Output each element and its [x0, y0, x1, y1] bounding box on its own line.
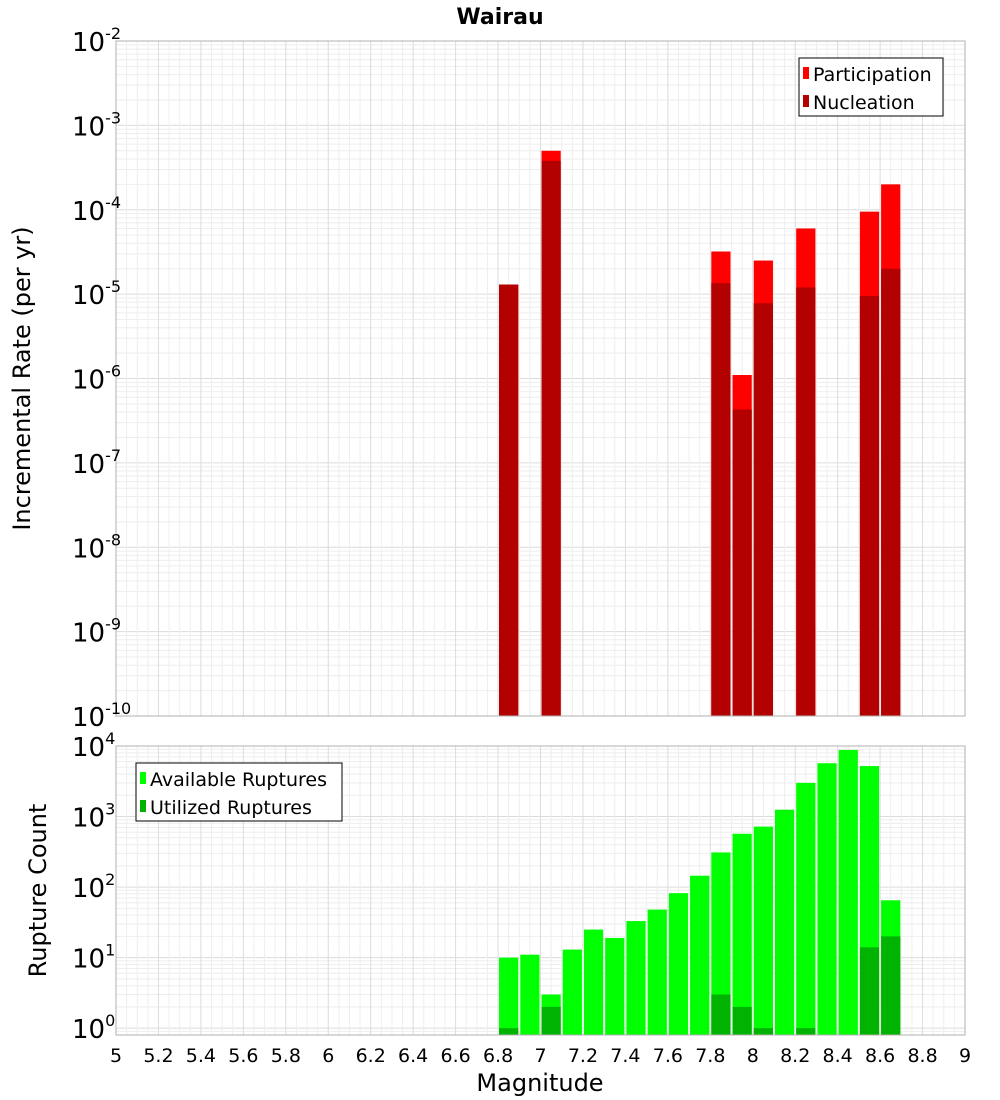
- x-tick-label: 6.6: [440, 1045, 470, 1067]
- x-tick-label: 6.8: [483, 1045, 513, 1067]
- x-tick-label: 7.6: [653, 1045, 683, 1067]
- bar-available-ruptures: [626, 921, 646, 1035]
- bar-available-ruptures: [668, 893, 689, 1035]
- y-tick-label: 10-7: [72, 446, 121, 480]
- bar-available-ruptures: [520, 954, 540, 1035]
- bar-utilized-ruptures: [541, 1006, 561, 1035]
- bar-nucleation: [541, 160, 561, 717]
- bar-available-ruptures: [562, 949, 582, 1035]
- legend-entry: Utilized Ruptures: [150, 797, 312, 819]
- bar-available-ruptures: [838, 749, 858, 1035]
- bar-available-ruptures: [499, 957, 519, 1035]
- bar-utilized-ruptures: [859, 947, 880, 1035]
- y-tick-label: 10-2: [72, 24, 121, 58]
- legend-swatch: [803, 95, 809, 107]
- rate-plot-frame: [115, 40, 966, 717]
- y-tick-label: 10-3: [72, 108, 121, 142]
- x-tick-label: 8: [747, 1045, 759, 1067]
- bar-utilized-ruptures: [499, 1028, 519, 1035]
- legend-swatch: [140, 772, 146, 784]
- bar-available-ruptures: [583, 929, 604, 1035]
- x-tick-label: 7.2: [568, 1045, 598, 1067]
- y-tick-label: 10-8: [72, 530, 121, 564]
- legend-swatch: [140, 800, 146, 812]
- bar-available-ruptures: [711, 852, 731, 1035]
- count-y-ticks: 100 101 102 103 104: [72, 729, 115, 1045]
- x-tick-label: 5.2: [143, 1045, 173, 1067]
- y-tick-label: 10-9: [72, 615, 121, 649]
- count-bars: [499, 749, 901, 1035]
- bar-nucleation: [753, 303, 773, 716]
- x-tick-label: 8.6: [865, 1045, 895, 1067]
- bar-available-ruptures: [774, 809, 795, 1035]
- y-tick-label: 10-6: [72, 362, 121, 396]
- count-y-axis-label: Rupture Count: [24, 804, 52, 978]
- x-tick-label: 5.6: [228, 1045, 258, 1067]
- y-tick-label: 102: [72, 870, 115, 904]
- x-axis-label: Magnitude: [476, 1069, 603, 1097]
- y-tick-label: 10-5: [72, 277, 121, 311]
- legend-swatch: [803, 67, 809, 79]
- rate-y-ticks: 10-10 10-9 10-8 10-7 10-6 10-5 10-4 10-3 10-2: [72, 24, 131, 733]
- x-tick-label: 8.4: [823, 1045, 853, 1067]
- count-panel: 100 101 102 103 104 Rupture Count Available …: [24, 729, 966, 1045]
- bar-available-ruptures: [732, 833, 752, 1035]
- chart-title: Wairau: [456, 5, 543, 30]
- x-tick-label: 6: [322, 1045, 334, 1067]
- count-legend: Available Ruptures Utilized Ruptures: [135, 762, 343, 822]
- bar-nucleation: [859, 296, 880, 716]
- bar-utilized-ruptures: [711, 994, 731, 1035]
- y-tick-label: 10-10: [72, 699, 131, 733]
- legend-box: [798, 57, 944, 117]
- y-tick-label: 104: [72, 729, 115, 763]
- y-tick-label: 103: [72, 800, 115, 834]
- x-tick-label: 6.4: [398, 1045, 428, 1067]
- rate-grid: [115, 40, 966, 717]
- legend-entry: Nucleation: [813, 92, 915, 114]
- bar-nucleation: [732, 409, 752, 716]
- y-tick-label: 101: [72, 941, 115, 975]
- rate-bars: [499, 150, 901, 717]
- x-tick-label: 9: [959, 1045, 971, 1067]
- x-tick-label: 8.2: [780, 1045, 810, 1067]
- legend-entry: Participation: [813, 64, 932, 86]
- rate-panel: 10-10 10-9 10-8 10-7 10-6 10-5 10-4 10-3 10-2 In…: [8, 24, 966, 733]
- bar-available-ruptures: [647, 909, 667, 1035]
- x-tick-label: 7.8: [695, 1045, 725, 1067]
- count-plot-frame: [115, 745, 966, 1036]
- x-tick-label: 8.8: [907, 1045, 937, 1067]
- x-tick-label: 5: [110, 1045, 122, 1067]
- bar-available-ruptures: [605, 937, 625, 1035]
- y-tick-label: 100: [72, 1011, 115, 1045]
- rate-y-axis-label: Incremental Rate (per yr): [8, 226, 36, 530]
- x-tick-label: 7.4: [610, 1045, 640, 1067]
- legend-box: [135, 762, 343, 822]
- bar-utilized-ruptures: [881, 936, 901, 1035]
- bar-available-ruptures: [753, 826, 773, 1035]
- x-tick-label: 5.8: [271, 1045, 301, 1067]
- bar-nucleation: [881, 268, 901, 716]
- legend-entry: Available Ruptures: [150, 769, 327, 791]
- bar-utilized-ruptures: [753, 1028, 773, 1035]
- bar-available-ruptures: [690, 875, 710, 1035]
- bar-nucleation: [711, 283, 731, 716]
- x-tick-label: 5.4: [186, 1045, 216, 1067]
- bar-available-ruptures: [796, 782, 816, 1035]
- bar-nucleation: [796, 287, 816, 716]
- bar-utilized-ruptures: [732, 1006, 752, 1035]
- bar-utilized-ruptures: [796, 1028, 816, 1035]
- x-tick-label: 7: [534, 1045, 546, 1067]
- bar-nucleation: [499, 284, 519, 716]
- y-tick-label: 10-4: [72, 193, 121, 227]
- x-ticks: 5 5.2 5.4 5.6 5.8 6 6.2 6.4 6.6 6.8 7 7.2 7.4 7.6 7.8 8…: [110, 1045, 971, 1067]
- bar-available-ruptures: [817, 763, 837, 1035]
- x-tick-label: 6.2: [356, 1045, 386, 1067]
- rate-legend: Participation Nucleation: [798, 57, 944, 117]
